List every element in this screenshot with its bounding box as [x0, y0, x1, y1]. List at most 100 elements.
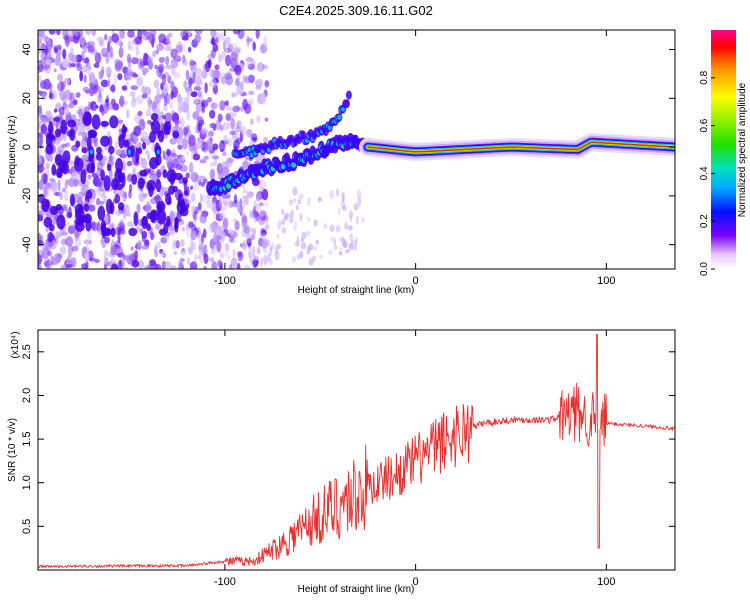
- noise-blob: [73, 177, 79, 187]
- noise-blob: [69, 35, 76, 43]
- noise-blob-strong: [114, 183, 124, 191]
- noise-blob: [38, 235, 44, 242]
- noise-blob: [218, 235, 224, 244]
- noise-blob: [60, 231, 68, 236]
- early-feature-core: [156, 149, 160, 155]
- noise-blob: [234, 80, 240, 87]
- noise-blob: [88, 82, 95, 87]
- noise-blob: [195, 141, 204, 150]
- noise-blob: [67, 245, 74, 256]
- noise-blob: [253, 200, 257, 208]
- noise-blob: [156, 66, 163, 78]
- noise-blob: [217, 113, 223, 123]
- noise-blob: [131, 57, 139, 65]
- noise-blob: [236, 120, 242, 129]
- noise-blob: [51, 89, 58, 100]
- noise-blob: [241, 240, 247, 251]
- noise-blob: [214, 32, 221, 44]
- noise-blob-strong: [137, 177, 145, 189]
- noise-blob: [127, 30, 135, 38]
- noise-blob: [141, 230, 148, 239]
- noise-blob: [118, 30, 123, 38]
- noise-blob: [128, 183, 133, 192]
- noise-blob: [132, 154, 136, 167]
- noise-blob-strong: [128, 227, 138, 237]
- noise-blob: [72, 31, 81, 41]
- noise-blob: [40, 166, 46, 171]
- noise-blob: [60, 264, 67, 269]
- noise-blob: [63, 108, 70, 115]
- noise-blob: [64, 89, 72, 98]
- noise-blob: [38, 90, 43, 95]
- noise-blob: [69, 92, 75, 104]
- noise-blob: [252, 41, 256, 51]
- noise-blob: [196, 67, 203, 79]
- noise-blob: [108, 250, 116, 258]
- noise-blob: [45, 110, 52, 118]
- noise-blob: [182, 54, 186, 63]
- noise-blob-strong: [60, 119, 68, 135]
- noise-blob: [353, 202, 359, 211]
- noise-blob: [212, 143, 219, 151]
- noise-blob: [103, 195, 108, 204]
- noise-blob: [111, 238, 115, 248]
- noise-blob: [58, 82, 63, 90]
- noise-blob: [227, 255, 231, 260]
- noise-blob: [243, 245, 247, 251]
- noise-blob: [223, 201, 229, 210]
- noise-blob-strong: [146, 212, 153, 220]
- noise-blob: [263, 254, 268, 266]
- noise-blob: [354, 236, 359, 243]
- noise-blob: [104, 236, 110, 244]
- noise-blob: [59, 191, 63, 201]
- noise-blob: [195, 76, 203, 87]
- noise-blob: [53, 116, 61, 122]
- spectrogram-x-tick-label: -100: [214, 275, 236, 287]
- noise-blob: [265, 225, 268, 231]
- noise-blob: [53, 58, 62, 67]
- noise-blob: [289, 216, 294, 224]
- noise-blob-strong: [54, 128, 62, 138]
- noise-blob: [234, 126, 242, 133]
- noise-blob-strong: [177, 192, 185, 208]
- noise-blob: [221, 161, 230, 171]
- noise-blob: [209, 168, 216, 181]
- noise-blob: [167, 32, 173, 38]
- noise-blob: [53, 68, 57, 73]
- noise-blob: [339, 246, 343, 252]
- noise-blob: [274, 250, 280, 261]
- noise-blob: [179, 219, 185, 226]
- noise-blob: [199, 213, 208, 224]
- noise-blob: [341, 192, 345, 203]
- colorbar-tick-label: 0.4: [699, 166, 710, 180]
- noise-blob: [261, 92, 267, 104]
- noise-blob: [183, 126, 189, 136]
- noise-blob: [160, 82, 164, 91]
- noise-blob: [75, 110, 80, 115]
- noise-blob: [147, 263, 152, 269]
- noise-blob: [88, 204, 96, 212]
- noise-blob: [291, 255, 297, 263]
- noise-blob: [78, 108, 84, 119]
- noise-blob: [287, 213, 292, 218]
- noise-blob: [197, 235, 201, 241]
- noise-blob: [211, 206, 217, 212]
- noise-blob: [56, 81, 65, 92]
- noise-blob: [156, 168, 162, 179]
- noise-blob-strong: [157, 130, 165, 143]
- spectrogram-y-tick-label: -40: [21, 237, 33, 253]
- noise-blob: [46, 261, 55, 266]
- noise-blob: [252, 259, 259, 266]
- noise-blob: [174, 55, 182, 60]
- snr-x-tick-label: 100: [597, 576, 615, 588]
- noise-blob: [230, 117, 236, 130]
- noise-blob: [190, 229, 197, 241]
- noise-blob: [221, 143, 226, 152]
- noise-blob: [280, 208, 285, 216]
- noise-blob: [127, 40, 132, 49]
- noise-blob: [199, 159, 207, 164]
- noise-blob: [211, 155, 220, 160]
- noise-blob: [339, 236, 345, 242]
- noise-blob: [53, 253, 61, 264]
- noise-blob: [82, 159, 87, 171]
